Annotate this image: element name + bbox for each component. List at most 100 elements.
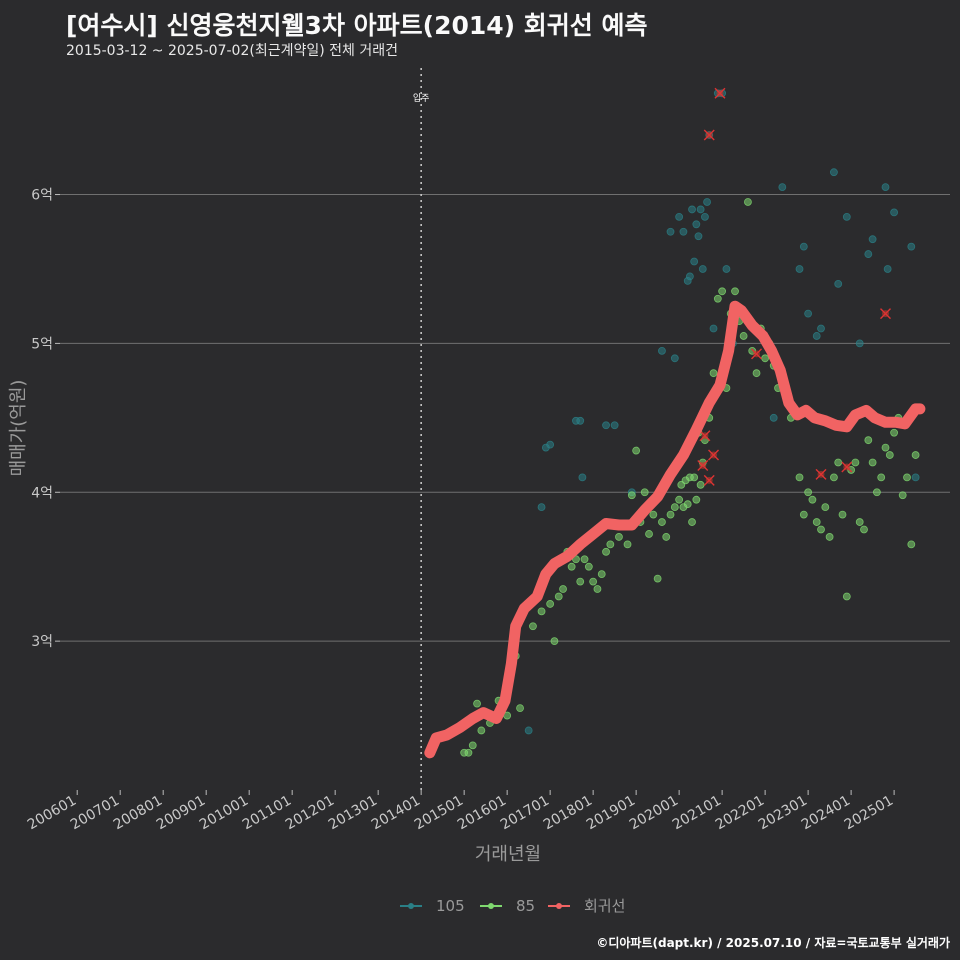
point-105	[685, 272, 694, 281]
x-axis: 2006012007012008012009012010012011012012…	[25, 790, 896, 833]
move-in-label: 입주	[413, 92, 430, 104]
point-105	[670, 354, 679, 363]
point-85	[821, 503, 830, 512]
point-85	[662, 533, 671, 541]
annotation-layer: 입주	[413, 68, 430, 790]
y-axis-title: 매매가(억원)	[8, 380, 29, 477]
point-105	[688, 205, 696, 214]
point-85	[606, 540, 615, 549]
point-105	[804, 309, 813, 318]
point-105	[881, 183, 890, 191]
legend-key-dot	[488, 903, 494, 909]
point-85	[812, 518, 821, 526]
legend-key-dot	[408, 903, 414, 909]
x-tick-label: 202201	[713, 793, 767, 834]
point-85	[718, 287, 727, 296]
point-105	[578, 473, 587, 482]
y-axis: 3억 4억 5억 6억	[31, 188, 60, 650]
point-85	[838, 510, 847, 519]
x-tick-label: 202101	[670, 793, 724, 834]
point-85	[623, 540, 632, 549]
point-105	[698, 265, 707, 273]
point-105	[817, 324, 825, 333]
point-85	[864, 436, 873, 445]
point-105	[610, 421, 619, 430]
point-85	[799, 510, 808, 519]
point-85	[516, 704, 524, 713]
point-105	[537, 503, 546, 512]
point-85	[666, 510, 675, 519]
point-105	[830, 168, 838, 177]
point-85	[830, 473, 838, 482]
point-85	[860, 525, 868, 534]
x-tick-label: 200601	[25, 793, 79, 834]
point-85	[752, 369, 761, 378]
x-tick-label: 201901	[584, 793, 638, 834]
outlier-cross	[708, 449, 720, 461]
point-105	[890, 208, 899, 217]
point-85	[653, 574, 662, 583]
x-axis-title: 거래년월	[475, 844, 541, 865]
point-85	[808, 495, 817, 504]
point-85	[690, 473, 699, 482]
point-85	[529, 622, 537, 631]
point-85	[468, 741, 477, 750]
point-105	[701, 212, 709, 221]
point-85	[855, 518, 864, 526]
legend-label: 105	[436, 897, 465, 915]
x-tick-label: 201801	[541, 793, 595, 834]
point-85	[696, 480, 705, 489]
point-85	[868, 458, 877, 467]
point-105	[883, 265, 892, 273]
grid-layer	[60, 194, 950, 642]
point-85	[817, 525, 825, 534]
regression-line	[424, 300, 926, 759]
outlier-cross	[815, 468, 827, 480]
point-105	[722, 265, 731, 273]
point-105	[576, 416, 585, 425]
point-85	[477, 726, 486, 735]
point-85	[885, 451, 894, 459]
point-85	[554, 592, 563, 601]
point-105	[868, 235, 877, 244]
outlier-mark	[880, 308, 892, 320]
point-105	[842, 212, 851, 221]
point-85	[584, 562, 593, 571]
point-105	[795, 265, 804, 273]
point-85	[597, 570, 606, 579]
point-105	[679, 227, 688, 236]
outlier-cross	[880, 308, 892, 320]
outlier-cross	[703, 129, 715, 141]
point-85	[834, 458, 843, 467]
point-85	[464, 748, 473, 757]
point-105	[834, 279, 843, 288]
point-85	[658, 518, 666, 526]
point-85	[761, 354, 770, 363]
x-tick-label: 201101	[240, 793, 294, 834]
outlier-mark	[714, 87, 726, 99]
point-85	[675, 495, 684, 504]
point-105	[658, 346, 666, 355]
point-85	[890, 428, 899, 437]
x-tick-label: 201001	[197, 793, 251, 834]
point-85	[709, 369, 718, 378]
point-85	[615, 533, 623, 541]
point-105	[675, 212, 684, 221]
point-85	[688, 518, 696, 526]
point-85	[911, 451, 920, 459]
point-105	[864, 250, 873, 258]
outlier-layer	[697, 87, 892, 486]
point-85	[627, 491, 636, 500]
point-85	[473, 699, 481, 708]
point-85	[640, 488, 649, 497]
point-85	[795, 473, 804, 482]
point-85	[739, 332, 748, 340]
point-85	[842, 592, 851, 601]
point-105	[799, 242, 808, 251]
point-105	[696, 205, 705, 214]
point-105	[812, 332, 821, 340]
point-85	[731, 287, 739, 296]
point-85	[580, 555, 589, 564]
point-105	[666, 227, 675, 236]
x-tick-label: 201501	[412, 793, 466, 834]
